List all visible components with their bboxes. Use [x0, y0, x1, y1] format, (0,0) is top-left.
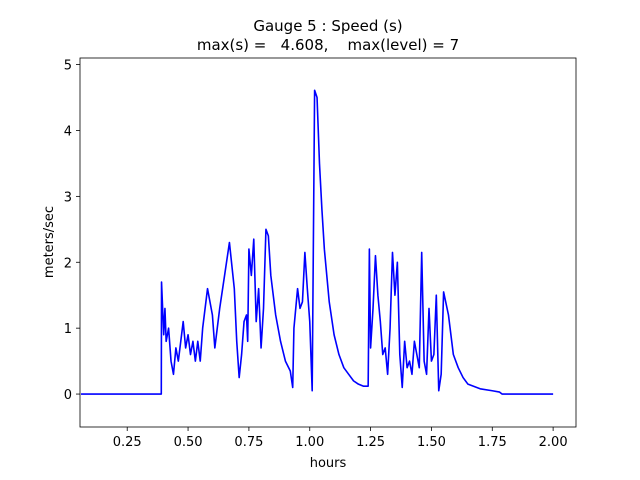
- x-tick-label: 2.00: [539, 435, 568, 450]
- y-tick-label: 3: [64, 190, 72, 205]
- plot-frame: [79, 57, 577, 428]
- y-tick-label: 2: [64, 256, 72, 271]
- chart-title: Gauge 5 : Speed (s): [253, 17, 402, 35]
- y-tick-label: 5: [64, 59, 72, 74]
- y-tick-label: 0: [64, 388, 72, 403]
- y-tick-label: 4: [64, 124, 72, 139]
- x-tick-label: 1.00: [295, 435, 324, 450]
- x-tick-label: 1.50: [417, 435, 446, 450]
- x-tick-label: 1.75: [478, 435, 507, 450]
- x-tick-label: 0.75: [234, 435, 263, 450]
- data-line: [80, 89, 554, 395]
- y-tick-label: 1: [64, 322, 72, 337]
- chart-subtitle: max(s) = 4.608, max(level) = 7: [197, 36, 459, 54]
- x-tick-label: 0.25: [113, 435, 142, 450]
- y-axis-label: meters/sec: [42, 206, 57, 278]
- x-tick-label: 1.25: [356, 435, 385, 450]
- x-tick-label: 0.50: [174, 435, 203, 450]
- x-axis-label: hours: [310, 456, 347, 471]
